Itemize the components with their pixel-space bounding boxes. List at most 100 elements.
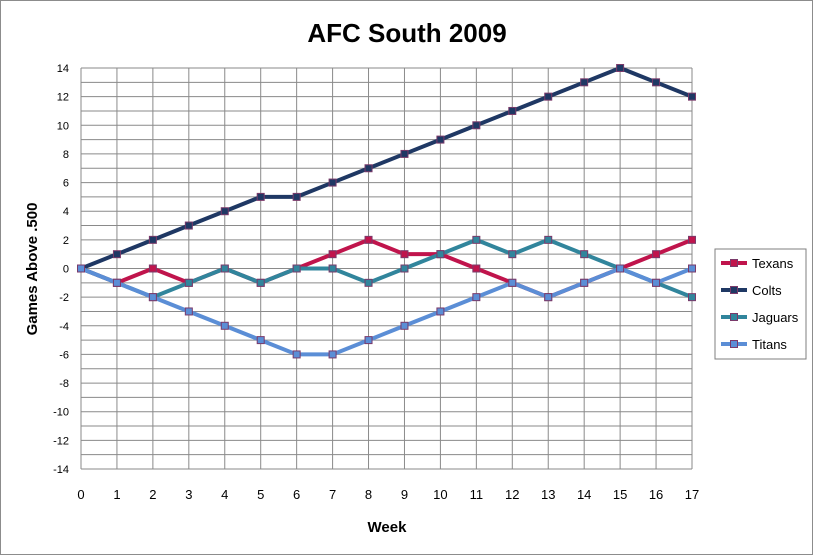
- x-tick-label: 5: [257, 487, 264, 502]
- data-point-texans: [328, 250, 337, 259]
- series-group: [77, 64, 696, 359]
- data-point-titans: [616, 264, 625, 273]
- x-tick-label: 8: [365, 487, 372, 502]
- data-point-colts: [436, 135, 445, 144]
- data-point-colts: [112, 250, 121, 259]
- x-axis-label: Week: [368, 519, 408, 536]
- y-tick-label: -8: [59, 378, 69, 390]
- y-tick-label: 6: [63, 178, 69, 190]
- x-tick-label: 6: [293, 487, 300, 502]
- legend-marker-jaguars: [730, 313, 738, 321]
- data-point-colts: [292, 192, 301, 201]
- legend-marker-titans: [730, 340, 738, 348]
- y-axis-ticks: 14 12 10 8 6 4 2 0 -2 -4 -6 -8 -10 -12 -14: [53, 63, 69, 476]
- y-tick-label: 14: [57, 63, 69, 75]
- y-tick-label: -12: [53, 435, 69, 447]
- legend-box: [714, 248, 807, 360]
- data-point-colts: [688, 92, 696, 101]
- data-point-colts: [580, 78, 589, 87]
- x-tick-label: 15: [613, 487, 627, 502]
- data-point-titans: [436, 307, 445, 316]
- data-point-texans: [688, 235, 696, 244]
- chart-title: AFC South 2009: [307, 18, 506, 48]
- y-tick-label: -10: [53, 407, 69, 419]
- y-axis-label: Games Above .500: [24, 203, 41, 336]
- data-point-titans: [544, 293, 553, 302]
- data-point-colts: [544, 92, 553, 101]
- data-point-texans: [400, 250, 409, 259]
- data-point-texans: [148, 264, 157, 273]
- data-point-colts: [616, 64, 625, 72]
- data-point-jaguars: [472, 235, 481, 244]
- data-point-colts: [148, 235, 157, 244]
- x-tick-label: 3: [185, 487, 192, 502]
- legend-label-titans: Titans: [752, 337, 787, 352]
- data-point-colts: [508, 106, 517, 115]
- data-point-titans: [292, 350, 301, 359]
- data-point-texans: [652, 250, 661, 259]
- data-point-jaguars: [256, 278, 265, 287]
- x-tick-label: 16: [649, 487, 663, 502]
- legend: Texans Colts Jaguars Titans: [714, 248, 807, 360]
- data-point-titans: [256, 336, 265, 345]
- x-tick-label: 11: [470, 487, 484, 502]
- x-axis-ticks: 0 1 2 3 4 5 6 7 8 9 10 11 12 13 14 15 16 17: [77, 487, 699, 502]
- data-point-titans: [364, 336, 373, 345]
- y-tick-label: -6: [59, 349, 69, 361]
- data-point-titans: [652, 278, 661, 287]
- data-point-texans: [472, 264, 481, 273]
- x-tick-label: 7: [329, 487, 336, 502]
- data-point-colts: [652, 78, 661, 87]
- data-point-titans: [148, 293, 157, 302]
- x-tick-label: 4: [221, 487, 228, 502]
- data-point-titans: [400, 321, 409, 330]
- grid: [80, 67, 693, 470]
- y-tick-label: 2: [63, 235, 69, 247]
- y-tick-label: -4: [59, 321, 69, 333]
- data-point-texans: [364, 235, 373, 244]
- x-tick-label: 13: [541, 487, 555, 502]
- data-point-colts: [256, 192, 265, 201]
- data-point-jaguars: [292, 264, 301, 273]
- data-point-colts: [328, 178, 337, 187]
- data-point-titans: [328, 350, 337, 359]
- legend-label-jaguars: Jaguars: [752, 310, 799, 325]
- y-tick-label: -2: [59, 292, 69, 304]
- y-tick-label: 4: [63, 206, 69, 218]
- x-tick-label: 10: [433, 487, 447, 502]
- data-point-jaguars: [436, 250, 445, 259]
- data-point-colts: [184, 221, 193, 230]
- data-point-jaguars: [688, 293, 696, 302]
- legend-marker-texans: [730, 259, 738, 267]
- data-point-titans: [688, 264, 696, 273]
- data-point-jaguars: [328, 264, 337, 273]
- data-point-jaguars: [580, 250, 589, 259]
- x-tick-label: 14: [577, 487, 591, 502]
- data-point-titans: [184, 307, 193, 316]
- data-point-titans: [77, 264, 85, 273]
- data-point-jaguars: [544, 235, 553, 244]
- data-point-colts: [220, 207, 229, 216]
- x-tick-label: 0: [77, 487, 84, 502]
- y-tick-label: 12: [57, 92, 69, 104]
- x-tick-label: 12: [505, 487, 519, 502]
- x-tick-label: 9: [401, 487, 408, 502]
- data-point-titans: [112, 278, 121, 287]
- y-tick-label: -14: [53, 464, 69, 476]
- data-point-jaguars: [184, 278, 193, 287]
- x-tick-label: 1: [113, 487, 120, 502]
- legend-label-colts: Colts: [752, 283, 782, 298]
- data-point-jaguars: [400, 264, 409, 273]
- y-tick-label: 0: [63, 264, 69, 276]
- series-line-colts: [79, 66, 694, 271]
- y-tick-label: 8: [63, 149, 69, 161]
- series-line-jaguars: [79, 237, 694, 300]
- legend-label-texans: Texans: [752, 256, 794, 271]
- data-point-titans: [220, 321, 229, 330]
- series-line-titans: [79, 266, 694, 357]
- data-point-titans: [472, 293, 481, 302]
- data-point-colts: [472, 121, 481, 130]
- data-point-titans: [508, 278, 517, 287]
